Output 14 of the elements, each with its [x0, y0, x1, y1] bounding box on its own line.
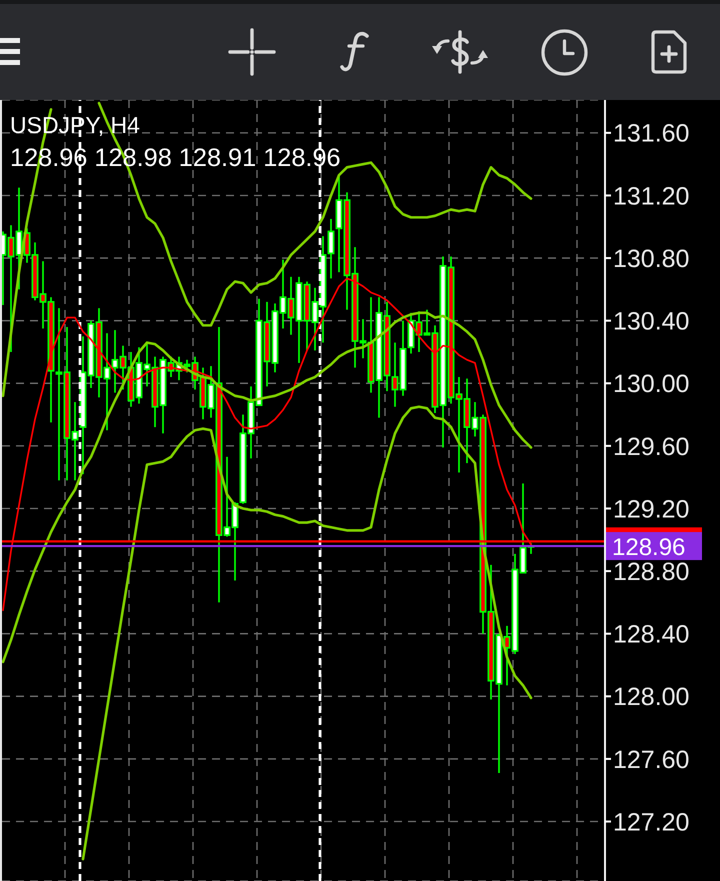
y-tick-label: 129.20	[613, 495, 690, 524]
y-tick-label: 130.40	[613, 308, 690, 336]
y-tick-label: 131.60	[613, 120, 690, 148]
y-tick-label: 128.40	[613, 620, 690, 649]
candlestick	[328, 218, 334, 280]
y-tick-label: 128.00	[613, 683, 690, 712]
line-series	[2, 312, 532, 664]
y-tick-label: 127.20	[613, 808, 690, 836]
y-tick-label: 130.80	[613, 244, 690, 273]
line-series	[82, 405, 532, 860]
y-tick-label: 131.20	[613, 182, 690, 210]
y-tick-label: 130.00	[613, 370, 690, 398]
y-tick-label: 129.60	[613, 432, 690, 461]
y-tick-label: 127.60	[613, 746, 690, 774]
